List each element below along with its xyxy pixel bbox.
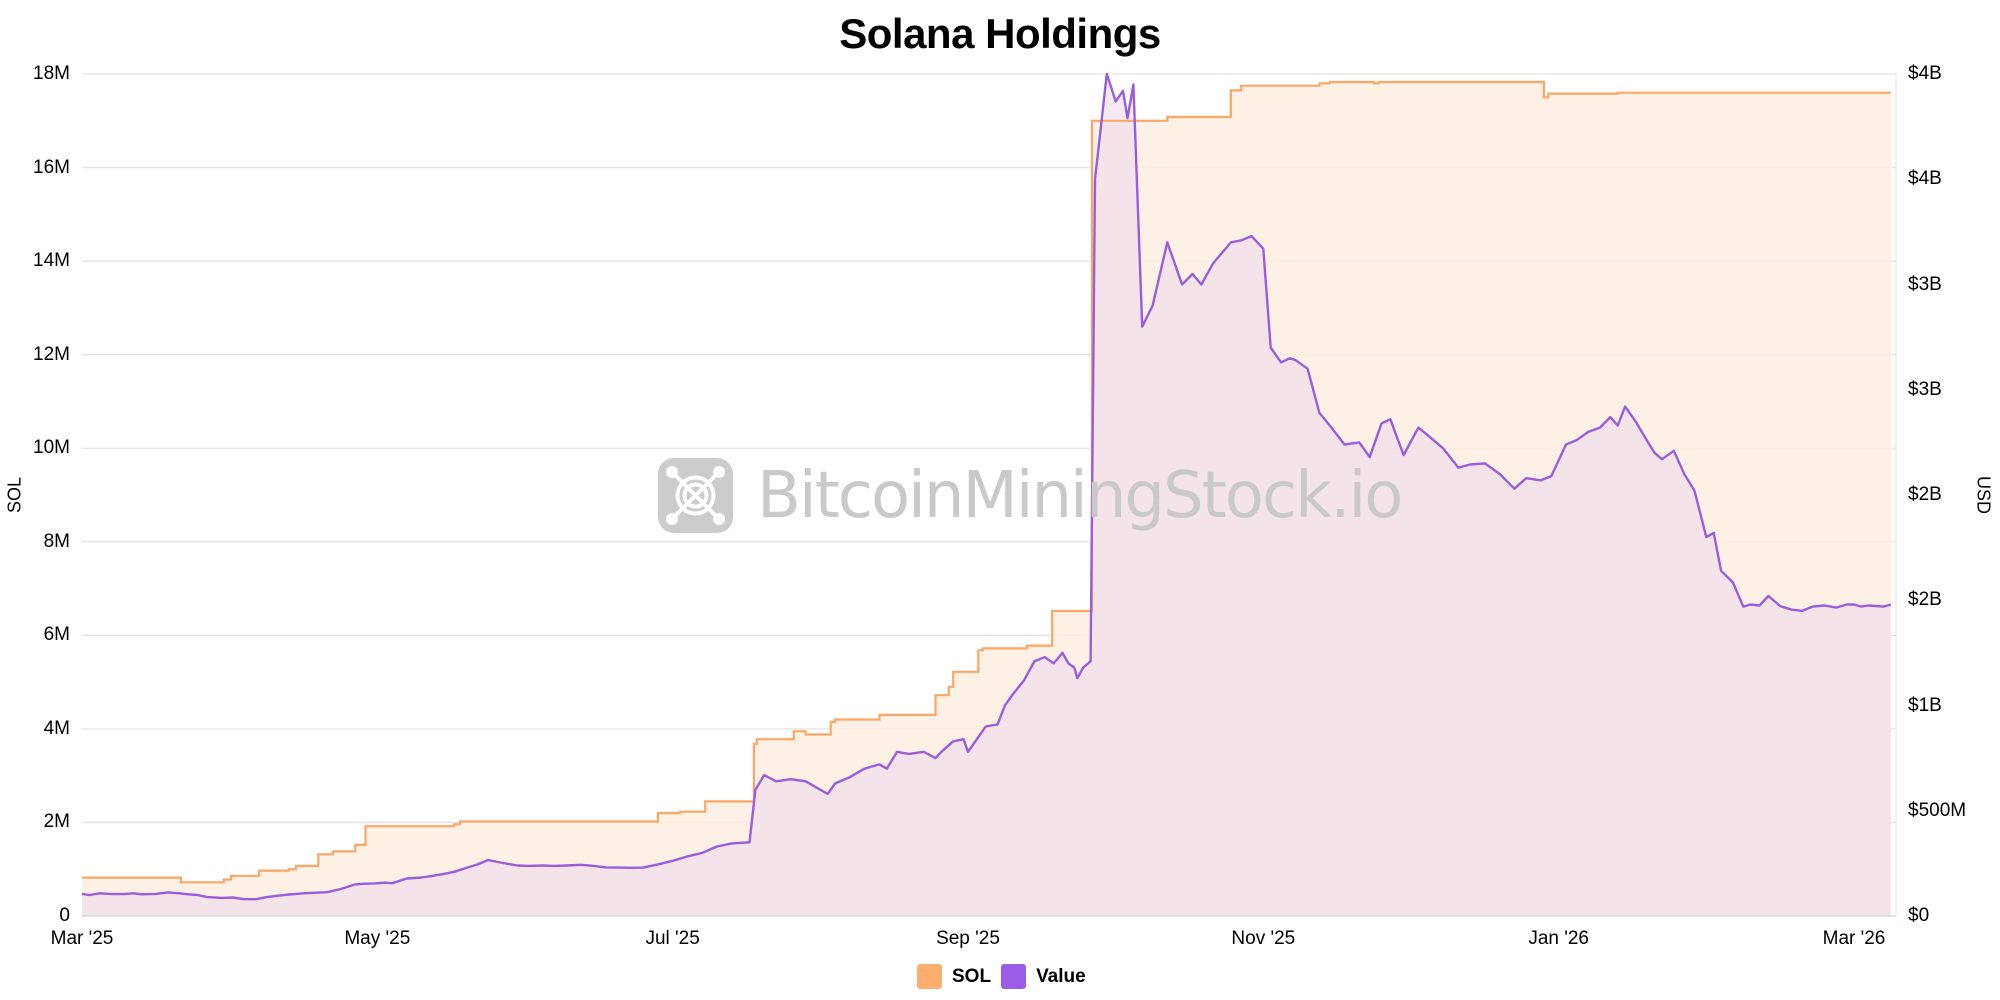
right-axis-tick-label: $4B (1908, 168, 1942, 190)
right-axis-tick-label: $500M (1908, 799, 1967, 821)
legend-label: Value (1036, 965, 1086, 987)
left-axis-tick-label: 14M (33, 250, 70, 272)
left-axis-tick-label: 6M (43, 624, 70, 646)
left-axis-tick-label: 2M (43, 811, 70, 833)
left-axis-tick-label: 8M (43, 530, 70, 552)
x-axis-tick-label: Mar '25 (50, 928, 114, 949)
right-axis-tick-label: $3B (1908, 378, 1942, 400)
left-axis-tick-label: 12M (33, 343, 70, 365)
x-axis-tick-label: Sep '25 (936, 928, 1000, 949)
right-axis-tick-label: $4B (1908, 63, 1942, 84)
x-axis-tick-label: Mar '26 (1822, 928, 1886, 949)
legend-item-value[interactable]: Value (1001, 964, 1086, 989)
value-color-swatch-icon (1001, 964, 1027, 989)
x-axis-tick-label: Jan '26 (1528, 928, 1589, 949)
legend: SOL Value (917, 964, 1096, 989)
right-axis-tick-label: $2B (1908, 484, 1942, 505)
left-axis-tick-label: 16M (33, 156, 70, 178)
x-axis-tick-label: May '25 (344, 928, 411, 949)
right-axis-title: USD (1973, 475, 1994, 515)
legend-item-sol[interactable]: SOL (917, 964, 991, 989)
right-axis-tick-label: $1B (1908, 694, 1942, 716)
sol-color-swatch-icon (917, 964, 942, 989)
legend-label: SOL (952, 965, 992, 987)
right-axis-tick-label: $3B (1908, 273, 1942, 295)
sol-series-line[interactable] (82, 80, 1891, 884)
left-axis-tick-label: 4M (43, 717, 70, 739)
left-axis-tick-label: 18M (33, 63, 70, 84)
left-axis-tick-label: 0 (59, 905, 70, 926)
left-axis-title: SOL (4, 476, 25, 514)
value-area-fill (82, 74, 1891, 916)
chart-title: Solana Holdings (839, 10, 1161, 57)
value-series-line[interactable] (81, 72, 1892, 901)
left-axis-tick-label: 10M (33, 437, 70, 459)
right-axis-tick-label: $0 (1908, 905, 1930, 926)
x-axis-tick-label: Jul '25 (645, 928, 700, 949)
right-axis-tick-label: $2B (1908, 589, 1942, 611)
x-axis-tick-label: Nov '25 (1231, 928, 1296, 949)
